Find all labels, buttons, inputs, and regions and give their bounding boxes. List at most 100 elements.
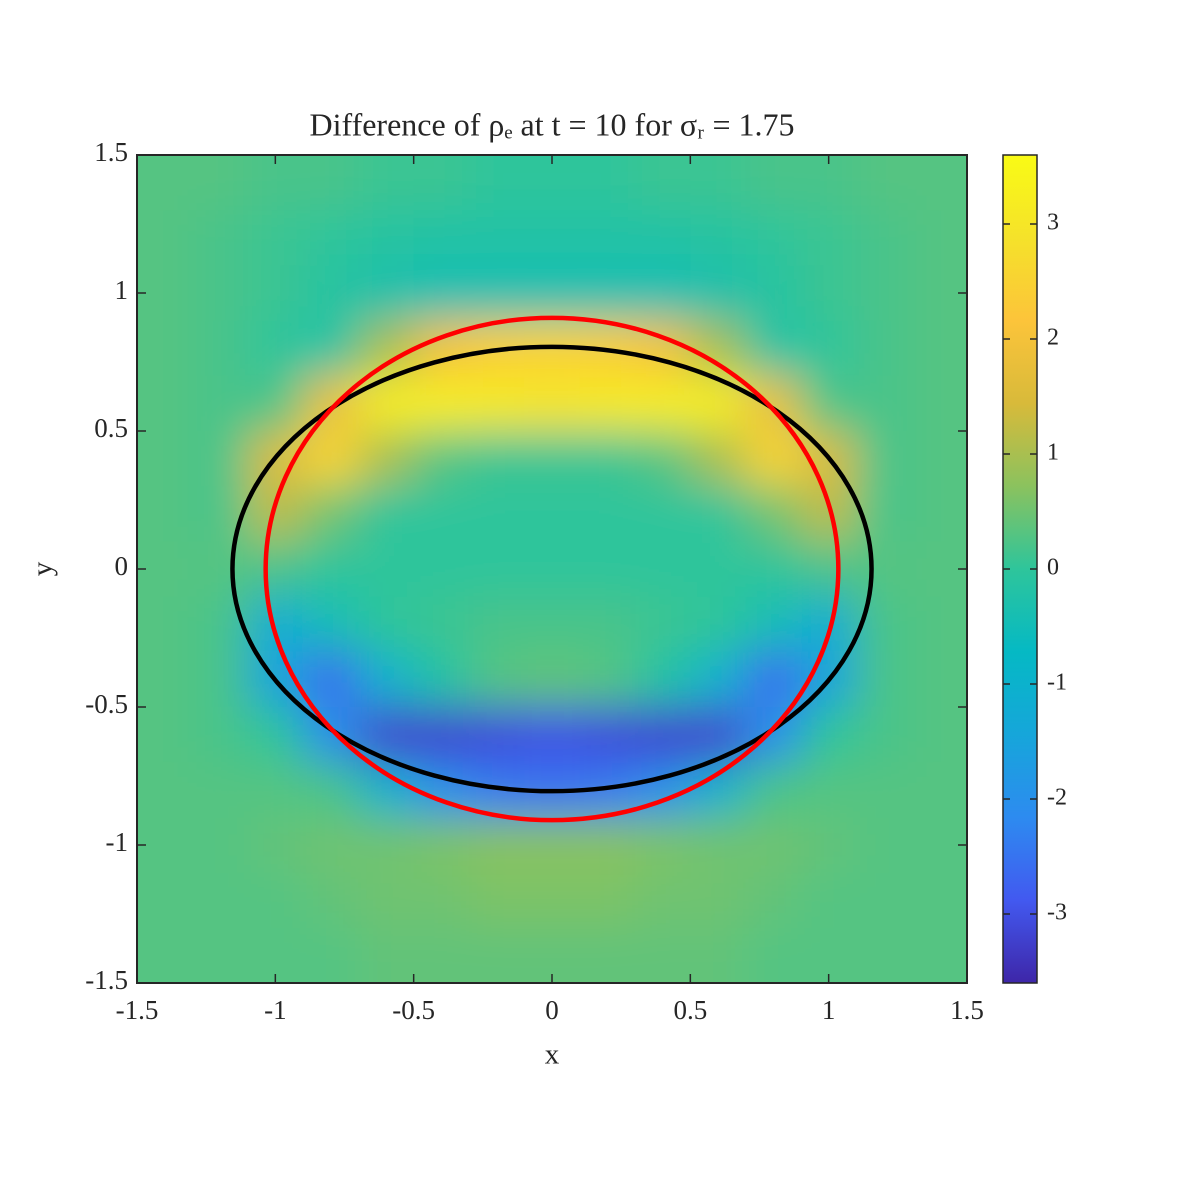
- heatmap-cell: [745, 651, 802, 708]
- heatmap-cell: [469, 707, 525, 763]
- heatmap-cell: [579, 265, 636, 322]
- heatmap-cell: [801, 817, 857, 874]
- heatmap-cell: [413, 872, 470, 929]
- heatmap-cell: [911, 541, 967, 598]
- heatmap-cell: [911, 375, 967, 432]
- x-tick-label: -1: [264, 995, 287, 1025]
- heatmap-cell: [856, 651, 913, 708]
- heatmap-cell: [801, 541, 857, 598]
- y-tick-label: 1.5: [94, 137, 128, 167]
- plot-area: [137, 155, 967, 983]
- heatmap-cell: [745, 155, 802, 211]
- heatmap-cell: [635, 486, 691, 542]
- heatmap-cell: [247, 210, 304, 266]
- heatmap-cell: [745, 927, 802, 983]
- heatmap-cell: [413, 265, 470, 322]
- heatmap-cell: [524, 927, 581, 983]
- heatmap-cell: [635, 375, 691, 432]
- x-tick-label: 0: [545, 995, 559, 1025]
- heatmap-cell: [358, 155, 415, 211]
- heatmap-cell: [247, 486, 304, 542]
- heatmap-cell: [137, 596, 193, 653]
- heatmap-cell: [801, 872, 857, 929]
- heatmap-cell: [137, 817, 193, 874]
- heatmap-cell: [303, 320, 359, 377]
- heatmap-cell: [469, 155, 525, 211]
- heatmap-cell: [524, 375, 581, 432]
- heatmap-cell: [801, 155, 857, 211]
- x-tick-label: -0.5: [392, 995, 435, 1025]
- heatmap-cell: [247, 927, 304, 983]
- contour-ellipse: [263, 315, 841, 823]
- y-tick-label: 0: [115, 551, 129, 581]
- heatmap-cell: [911, 486, 967, 542]
- heatmap-cell: [192, 927, 249, 983]
- heatmap-cell: [690, 431, 747, 487]
- heatmap-cell: [911, 596, 967, 653]
- heatmap-cell: [469, 375, 525, 432]
- heatmap-cell: [469, 817, 525, 874]
- heatmap-cell: [635, 596, 691, 653]
- heatmap-cell: [192, 210, 249, 266]
- contour-ellipse: [230, 344, 874, 794]
- heatmap-cell: [469, 265, 525, 322]
- heatmap-cell: [413, 707, 470, 763]
- colorbar-tick-label: 3: [1047, 210, 1059, 236]
- heatmap-cell: [303, 927, 359, 983]
- heatmap-cell: [469, 486, 525, 542]
- heatmap-cell: [303, 210, 359, 266]
- heatmap-cell: [856, 486, 913, 542]
- heatmap-cell: [469, 651, 525, 708]
- heatmap-cell: [690, 265, 747, 322]
- heatmap-cell: [137, 320, 193, 377]
- heatmap-cell: [413, 927, 470, 983]
- heatmap-cell: [192, 265, 249, 322]
- heatmap-cell: [358, 596, 415, 653]
- heatmap-cell: [524, 541, 581, 598]
- heatmap-cell: [303, 596, 359, 653]
- heatmap-cell: [137, 541, 193, 598]
- heatmap-cell: [579, 375, 636, 432]
- heatmap-cell: [745, 431, 802, 487]
- heatmap-cell: [413, 541, 470, 598]
- heatmap-cell: [137, 375, 193, 432]
- heatmap-cell: [745, 541, 802, 598]
- heatmap-cell: [801, 320, 857, 377]
- heatmap-cell: [192, 817, 249, 874]
- heatmap-cell: [801, 596, 857, 653]
- heatmap-cell: [413, 375, 470, 432]
- heatmap-cell: [358, 762, 415, 818]
- heatmap-cell: [413, 817, 470, 874]
- heatmap-cell: [856, 320, 913, 377]
- heatmap-cell: [856, 817, 913, 874]
- heatmap-cell: [192, 707, 249, 763]
- heatmap-cell: [801, 486, 857, 542]
- heatmap-cell: [303, 541, 359, 598]
- heatmap-cell: [745, 762, 802, 818]
- heatmap-cell: [247, 872, 304, 929]
- heatmap-cell: [635, 210, 691, 266]
- x-tick-label: 1.5: [950, 995, 984, 1025]
- y-tick-label: 1: [115, 275, 129, 305]
- heatmap-cell: [856, 541, 913, 598]
- heatmap-cell: [469, 431, 525, 487]
- heatmap-cell: [247, 155, 304, 211]
- heatmap-cell: [247, 817, 304, 874]
- y-axis-label: y: [27, 561, 59, 576]
- heatmap-cell: [137, 762, 193, 818]
- heatmap-cell: [579, 651, 636, 708]
- heatmap-cell: [413, 210, 470, 266]
- heatmap-cell: [635, 651, 691, 708]
- heatmap: [137, 155, 967, 983]
- heatmap-cell: [303, 265, 359, 322]
- colorbar-tick-label: -3: [1047, 900, 1067, 926]
- colorbar-tick-label: 0: [1047, 555, 1059, 581]
- heatmap-cell: [635, 431, 691, 487]
- heatmap-cell: [192, 596, 249, 653]
- heatmap-cell: [137, 431, 193, 487]
- overlay-layer: -1.5 -1 -0.5 0 0.5 1 1.5 -1.5 -1 -0.5 0 0.5 1 1.5 -3 -2…: [85, 137, 1067, 1025]
- heatmap-cell: [137, 651, 193, 708]
- heatmap-cell: [579, 707, 636, 763]
- chart-title: Difference of ρₑ at t = 10 for σᵣ = 1.75: [309, 106, 794, 142]
- heatmap-cell: [856, 375, 913, 432]
